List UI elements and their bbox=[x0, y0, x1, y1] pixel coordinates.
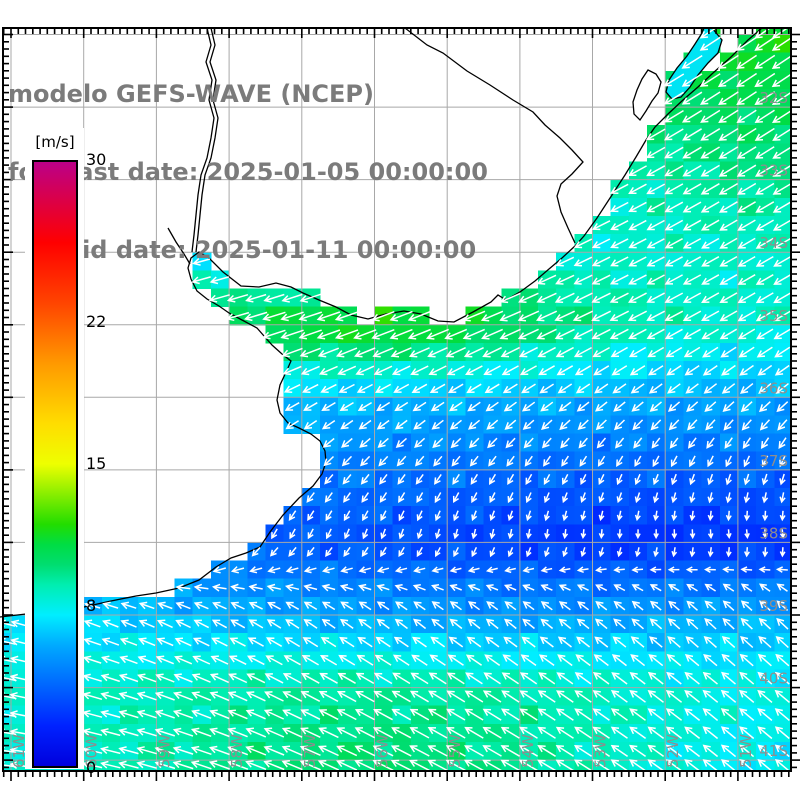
lon-axis-label: 52W bbox=[664, 734, 682, 768]
colorbar-tick-label: 22 bbox=[86, 312, 107, 332]
lon-axis-label: 51W bbox=[737, 734, 755, 768]
lon-axis-label: 56W bbox=[374, 734, 392, 768]
wind-arrows bbox=[0, 24, 793, 772]
map-frame bbox=[2, 27, 792, 772]
coastline bbox=[0, 27, 763, 618]
colorbar-tick-label: 8 bbox=[86, 595, 97, 615]
lat-axis-label: 34S bbox=[759, 234, 788, 252]
lat-axis-label: 32S bbox=[759, 89, 788, 107]
colorbar-unit-label: [m/s] bbox=[35, 133, 75, 151]
colorbar-tick-label: 30 bbox=[86, 150, 107, 169]
lon-axis-label: 60W bbox=[83, 734, 101, 768]
lon-axis-label: 61W bbox=[10, 734, 28, 768]
brazil-uruguay-border bbox=[404, 27, 584, 244]
uruguay-river-east-bank bbox=[195, 27, 219, 253]
lon-axis-label: 58W bbox=[228, 734, 246, 768]
lat-axis-label: 33S bbox=[759, 162, 788, 180]
lat-axis-label: 39S bbox=[759, 597, 788, 615]
lon-axis-label: 54W bbox=[519, 734, 537, 768]
lat-axis-label: 35S bbox=[759, 307, 788, 325]
parana-river bbox=[167, 227, 191, 265]
axis-labels: 61W 60W 59W 58W 57W 56W 55W 54W 53W 52W 51W 32S 33S 3… bbox=[10, 89, 788, 768]
lon-axis-label: 59W bbox=[155, 734, 173, 768]
lat-axis-label: 38S bbox=[759, 524, 788, 542]
lat-axis-label: 36S bbox=[759, 379, 788, 397]
colorbar-gradient bbox=[32, 160, 78, 768]
colorbar-tick-label: 0 bbox=[86, 758, 97, 777]
lon-axis-label: 55W bbox=[446, 734, 464, 768]
uruguay-river bbox=[191, 27, 215, 253]
colorbar-tick-label: 15 bbox=[86, 454, 107, 473]
lon-axis-label: 57W bbox=[301, 734, 319, 768]
lat-axis-label: 40S bbox=[759, 670, 788, 688]
lat-axis-label: 41S bbox=[759, 742, 788, 760]
lat-axis-label: 37S bbox=[759, 452, 788, 470]
lagoa-mirim bbox=[632, 69, 662, 122]
lon-axis-label: 53W bbox=[592, 734, 610, 768]
